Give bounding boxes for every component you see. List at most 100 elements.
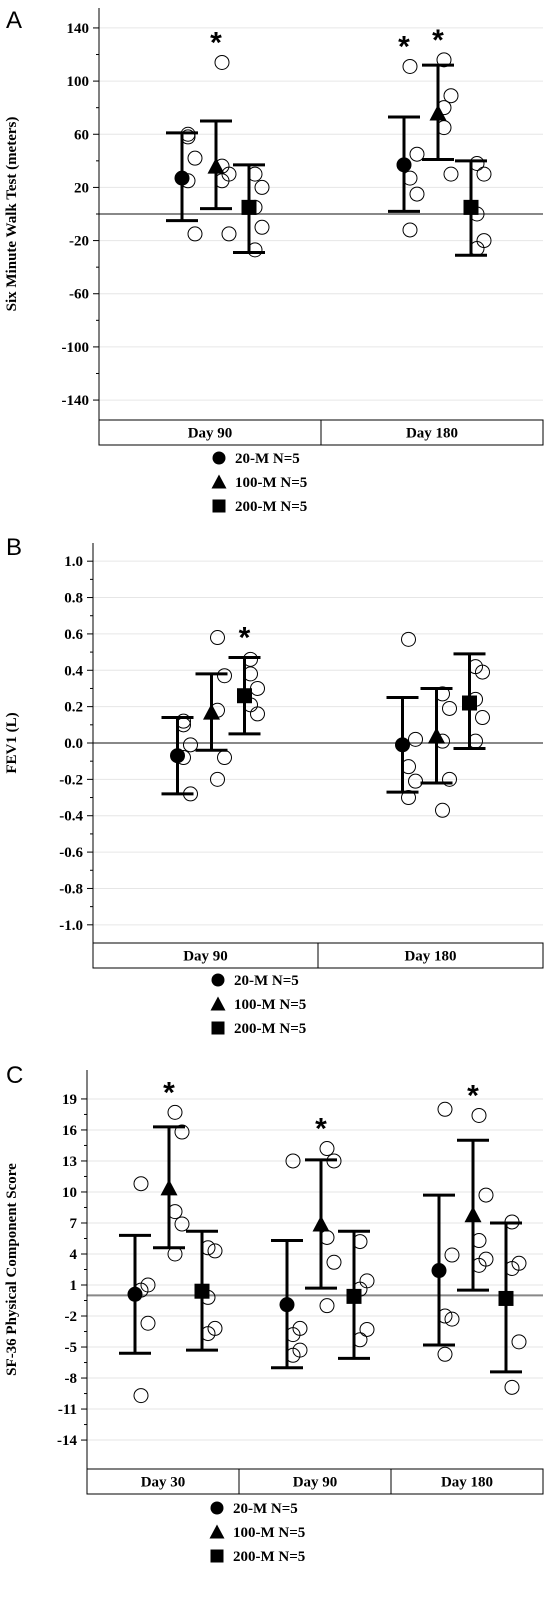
- y-tick-label: 0.0: [64, 736, 83, 752]
- data-point: [210, 630, 225, 646]
- legend-marker: [210, 996, 226, 1011]
- data-point: [200, 1240, 216, 1256]
- data-point: [326, 1254, 342, 1270]
- y-tick-label: -60: [69, 287, 89, 303]
- data-point: [183, 737, 198, 753]
- data-point: [409, 186, 425, 202]
- y-tick-label: 7: [70, 1216, 78, 1232]
- data-point: [478, 1187, 494, 1203]
- data-point: [254, 179, 270, 195]
- data-point: [475, 664, 490, 680]
- data-point: [285, 1327, 301, 1343]
- data-point: [437, 1346, 453, 1362]
- legend-label: 200-M N=5: [234, 1021, 306, 1037]
- mean-marker: [174, 170, 190, 186]
- mean-marker: [429, 104, 447, 121]
- y-tick-label: -14: [57, 1433, 77, 1449]
- legend-marker: [211, 474, 227, 489]
- data-point: [352, 1234, 368, 1250]
- mean-marker: [127, 1286, 143, 1302]
- mean-marker: [431, 1263, 447, 1279]
- y-axis-label: FEV1 (L): [4, 712, 20, 773]
- data-point: [469, 155, 485, 171]
- data-point: [471, 1107, 487, 1123]
- category-label: Day 180: [441, 1475, 493, 1491]
- legend-marker: [209, 1524, 225, 1539]
- mean-marker: [462, 695, 477, 711]
- legend-label: 100-M N=5: [235, 475, 307, 491]
- data-point: [437, 1308, 453, 1324]
- significance-star: *: [210, 26, 222, 59]
- data-point: [200, 1326, 216, 1342]
- y-tick-label: 0.4: [64, 663, 83, 679]
- data-point: [319, 1141, 335, 1157]
- data-point: [210, 771, 225, 787]
- legend-label: 20-M N=5: [234, 973, 299, 989]
- significance-star: *: [239, 622, 251, 655]
- panel-letter: B: [6, 534, 22, 561]
- legend-label: 100-M N=5: [233, 1525, 305, 1541]
- data-point: [504, 1260, 520, 1276]
- data-point: [243, 651, 258, 667]
- data-point: [326, 1153, 342, 1169]
- data-point: [436, 52, 452, 68]
- data-point: [214, 54, 230, 70]
- y-tick-label: -8: [65, 1371, 78, 1387]
- y-tick-label: -140: [62, 393, 90, 409]
- data-point: [443, 166, 459, 182]
- data-point: [359, 1273, 375, 1289]
- data-point: [409, 146, 425, 162]
- data-point: [436, 120, 452, 136]
- mean-marker: [346, 1288, 362, 1304]
- panel-letter: C: [6, 1062, 23, 1089]
- data-point: [174, 1124, 190, 1140]
- mean-marker: [160, 1179, 178, 1196]
- data-point: [180, 129, 196, 145]
- significance-star: *: [315, 1113, 327, 1146]
- y-tick-label: 1.0: [64, 554, 83, 570]
- y-tick-label: 19: [62, 1092, 77, 1108]
- data-point: [359, 1321, 375, 1337]
- data-point: [207, 1243, 223, 1259]
- legend-label: 200-M N=5: [235, 499, 307, 515]
- y-tick-label: -2: [65, 1309, 78, 1325]
- data-point: [408, 731, 423, 747]
- y-tick-label: -1.0: [59, 918, 83, 934]
- mean-marker: [207, 157, 225, 174]
- y-tick-label: 100: [67, 74, 90, 90]
- data-point: [176, 717, 191, 733]
- data-point: [476, 166, 492, 182]
- data-point: [176, 713, 191, 729]
- data-point: [285, 1347, 301, 1363]
- data-point: [187, 150, 203, 166]
- legend-marker: [211, 1021, 225, 1035]
- data-point: [511, 1334, 527, 1350]
- data-point: [221, 226, 237, 242]
- legend-label: 20-M N=5: [235, 451, 300, 467]
- category-label: Day 90: [183, 949, 228, 965]
- data-point: [444, 1311, 460, 1327]
- category-label: Day 180: [404, 949, 456, 965]
- mean-marker: [194, 1283, 210, 1299]
- y-tick-label: -5: [65, 1340, 78, 1356]
- y-tick-label: -0.2: [59, 772, 83, 788]
- data-point: [435, 686, 450, 702]
- data-point: [174, 1216, 190, 1232]
- y-tick-label: 0.2: [64, 700, 83, 716]
- data-point: [442, 771, 457, 787]
- legend-label: 100-M N=5: [234, 997, 306, 1013]
- data-point: [133, 1176, 149, 1192]
- mean-marker: [203, 703, 220, 720]
- data-point: [444, 1247, 460, 1263]
- y-tick-label: 13: [62, 1154, 77, 1170]
- y-tick-label: 0.6: [64, 627, 83, 643]
- y-axis-label: SF-36 Physical Component Score: [4, 1163, 20, 1376]
- mean-marker: [464, 1206, 482, 1223]
- y-tick-label: 140: [67, 21, 90, 37]
- data-point: [471, 1257, 487, 1273]
- y-tick-label: 4: [70, 1247, 78, 1263]
- mean-marker: [463, 199, 479, 215]
- data-point: [443, 88, 459, 104]
- legend-label: 20-M N=5: [233, 1501, 298, 1517]
- category-label: Day 180: [406, 426, 458, 442]
